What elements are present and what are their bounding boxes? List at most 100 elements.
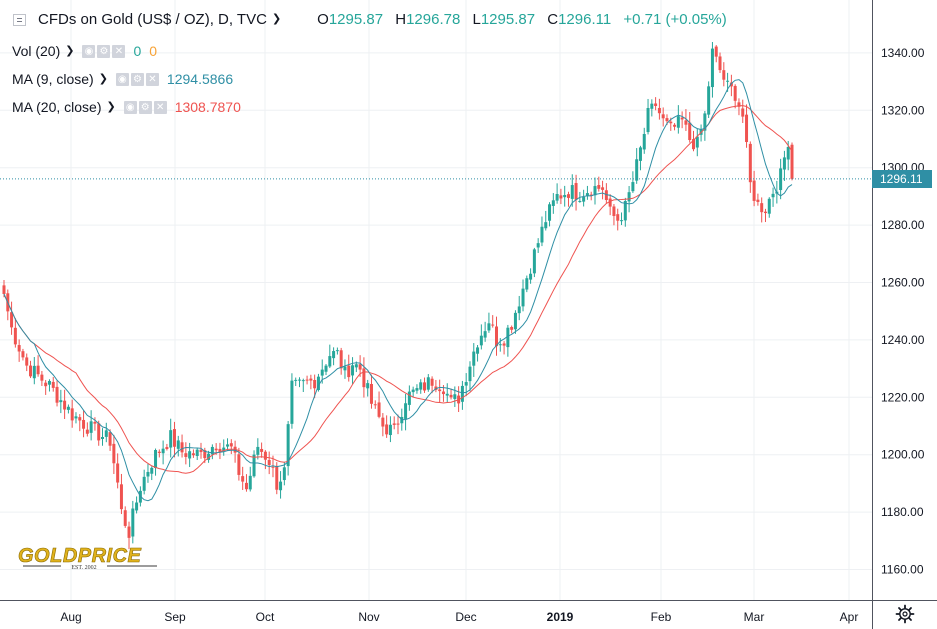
chevron-down-icon[interactable]: ❯ <box>271 12 282 25</box>
candle-body <box>294 379 298 381</box>
candle-body <box>267 460 271 465</box>
eye-icon[interactable]: ◉ <box>82 44 96 58</box>
candle-body <box>411 389 415 393</box>
last-price-tag: 1296.11 <box>872 169 932 188</box>
eye-icon[interactable]: ◉ <box>123 100 137 114</box>
candle-body <box>222 447 226 451</box>
candle-body <box>495 326 498 347</box>
close-icon[interactable]: ✕ <box>112 44 126 58</box>
candle-body <box>548 204 552 221</box>
candle-body <box>70 408 74 421</box>
open-label: O <box>317 10 329 28</box>
x-tick-label: Sep <box>164 610 186 624</box>
candle-body <box>604 190 608 201</box>
gear-icon[interactable] <box>895 604 915 624</box>
candle-body <box>423 382 427 391</box>
chevron-down-icon[interactable]: ❯ <box>106 100 116 113</box>
candle-body <box>157 451 161 453</box>
candle-body <box>464 382 468 386</box>
candle-body <box>32 365 36 379</box>
gear-icon[interactable]: ⚙ <box>130 72 144 86</box>
candle-body <box>286 424 290 467</box>
indicator-label[interactable]: MA (20, close) <box>12 99 102 115</box>
candle-body <box>324 365 328 372</box>
indicator-label[interactable]: Vol (20) <box>12 43 61 59</box>
candle-body <box>2 285 6 294</box>
candle-body <box>756 199 760 202</box>
candle-body <box>63 400 67 410</box>
candle-body <box>680 117 684 120</box>
candle-body <box>191 453 195 456</box>
symbol-legend: CFDs on Gold (US$ / OZ), D, TVC ❯ O1295.… <box>38 8 727 30</box>
y-tick-label: 1200.00 <box>881 448 925 462</box>
collapse-icon[interactable] <box>13 14 26 26</box>
candle-body <box>460 385 464 402</box>
candle-body <box>29 365 33 377</box>
candle-body <box>199 449 203 453</box>
candle-body <box>320 369 324 376</box>
candle-body <box>381 417 385 427</box>
candle-body <box>237 454 241 475</box>
candle-body <box>521 288 525 307</box>
y-tick-label: 1320.00 <box>881 103 925 117</box>
vol-ma-value: 0 <box>149 43 158 59</box>
candle-body <box>263 451 267 460</box>
indicator-label[interactable]: MA (9, close) <box>12 71 94 87</box>
candle-body <box>169 430 173 448</box>
candle-body <box>582 197 586 202</box>
candle-body <box>502 343 506 346</box>
candle-body <box>119 484 123 510</box>
candle-body <box>309 378 313 381</box>
candle-body <box>36 365 40 375</box>
candle-body <box>752 180 756 201</box>
candle-body <box>483 331 487 338</box>
ma9-value: 1294.5866 <box>166 71 234 87</box>
close-label: C <box>547 10 559 28</box>
candle-body <box>438 389 442 392</box>
candle-body <box>426 377 430 390</box>
candle-body <box>589 194 593 196</box>
candle-body <box>89 421 93 433</box>
candle-body <box>593 186 597 196</box>
gear-icon[interactable]: ⚙ <box>138 100 152 114</box>
candle-body <box>332 351 336 359</box>
candle-body <box>256 446 260 455</box>
candle-body <box>661 114 665 119</box>
candle-body <box>710 48 714 88</box>
candle-body <box>559 195 563 199</box>
candle-body <box>44 382 48 387</box>
indicator-controls: ◉ ⚙ ✕ <box>123 100 167 114</box>
candle-body <box>407 391 411 405</box>
candle-body <box>218 448 222 453</box>
low-label: L <box>472 10 481 28</box>
candle-body <box>351 365 355 376</box>
chevron-down-icon[interactable]: ❯ <box>65 44 75 57</box>
x-tick-label: Feb <box>651 610 672 624</box>
candle-body <box>415 388 419 391</box>
gear-icon[interactable]: ⚙ <box>97 44 111 58</box>
candle-body <box>392 423 396 425</box>
candle-body <box>506 327 510 348</box>
chevron-down-icon[interactable]: ❯ <box>98 72 108 85</box>
indicator-controls: ◉ ⚙ ✕ <box>82 44 126 58</box>
y-tick-label: 1340.00 <box>881 46 925 60</box>
candle-body <box>707 86 711 115</box>
candle-body <box>339 350 343 369</box>
close-icon[interactable]: ✕ <box>145 72 159 86</box>
close-icon[interactable]: ✕ <box>153 100 167 114</box>
goldprice-logo: GOLDPRICE EST. 2002 <box>18 545 157 571</box>
candle-body <box>82 419 86 429</box>
candle-body <box>135 502 139 511</box>
symbol-title[interactable]: CFDs on Gold (US$ / OZ), D, TVC <box>38 10 267 28</box>
candle-body <box>108 432 112 446</box>
candle-body <box>188 451 192 459</box>
candle-body <box>642 133 646 150</box>
candle-body <box>116 463 120 483</box>
candle-body <box>385 424 389 435</box>
candle-body <box>343 366 347 371</box>
ma20-line <box>3 105 793 474</box>
eye-icon[interactable]: ◉ <box>115 72 129 86</box>
candle-body <box>574 183 578 200</box>
candle-body <box>290 380 294 424</box>
